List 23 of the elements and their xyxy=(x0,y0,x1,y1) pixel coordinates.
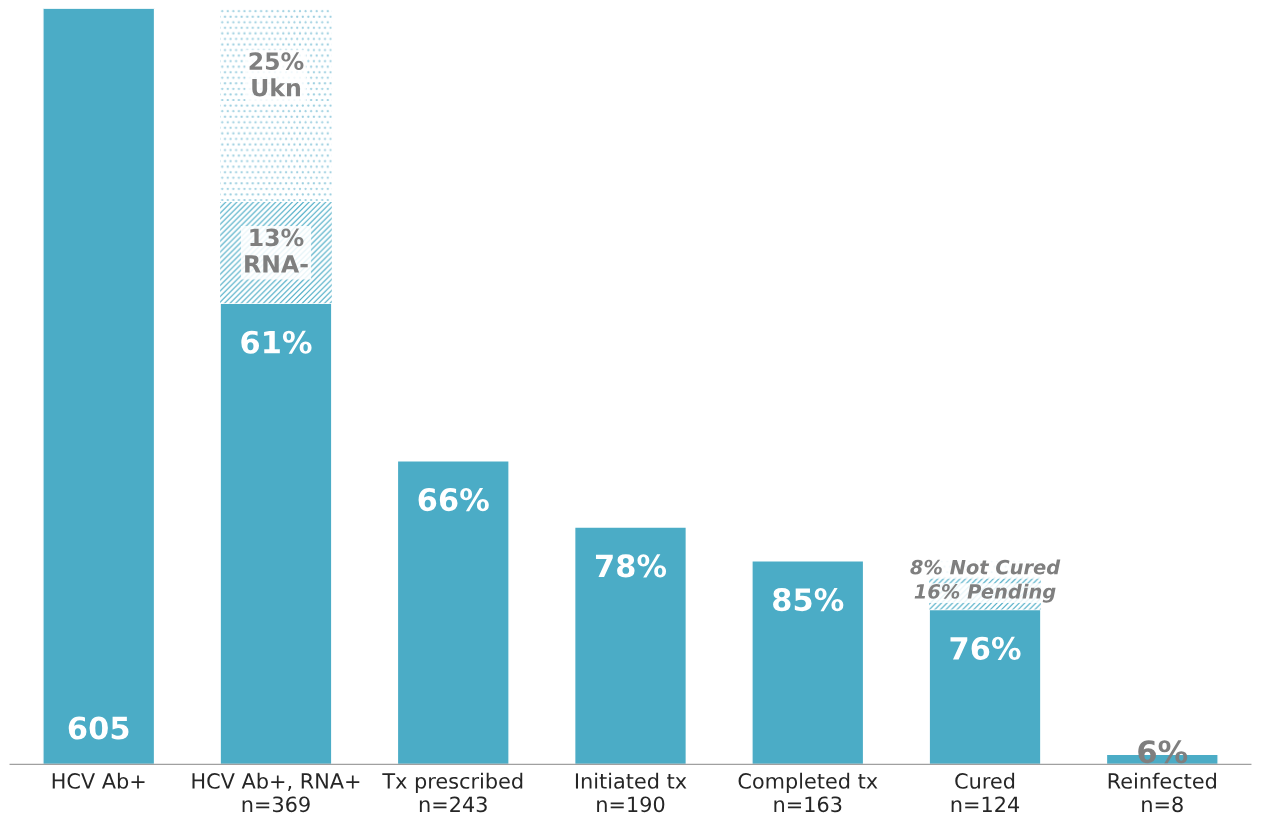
bar xyxy=(573,526,688,765)
bar xyxy=(42,8,156,765)
annotation: 8% Not Cured xyxy=(910,559,1061,575)
bar xyxy=(396,460,510,765)
annotation: 61% xyxy=(241,330,312,354)
x-tick-label: Reinfected n=8 xyxy=(1108,772,1216,813)
annotation: 25% Ukn xyxy=(249,52,304,97)
x-tick-label: Tx prescribed n=243 xyxy=(382,772,523,813)
bar xyxy=(219,302,333,765)
bar xyxy=(751,560,865,765)
annotation: 16% Pending xyxy=(914,583,1056,603)
data-label: 605 xyxy=(68,716,129,740)
annotation: 78% xyxy=(595,554,667,578)
bar xyxy=(928,608,1042,765)
x-tick-label: Completed tx n=163 xyxy=(738,772,878,813)
x-tick-label: HCV Ab+, RNA+ n=369 xyxy=(192,772,360,813)
annotation: 85% xyxy=(773,588,844,612)
annotation: 66% xyxy=(418,488,489,512)
x-tick-label: HCV Ab+ xyxy=(52,772,145,789)
x-tick-label: Cured n=124 xyxy=(951,772,1020,812)
annotation: 76% xyxy=(950,636,1021,660)
x-tick-label: Initiated tx n=190 xyxy=(575,772,687,813)
annotation: 13% RNA- xyxy=(245,228,308,273)
